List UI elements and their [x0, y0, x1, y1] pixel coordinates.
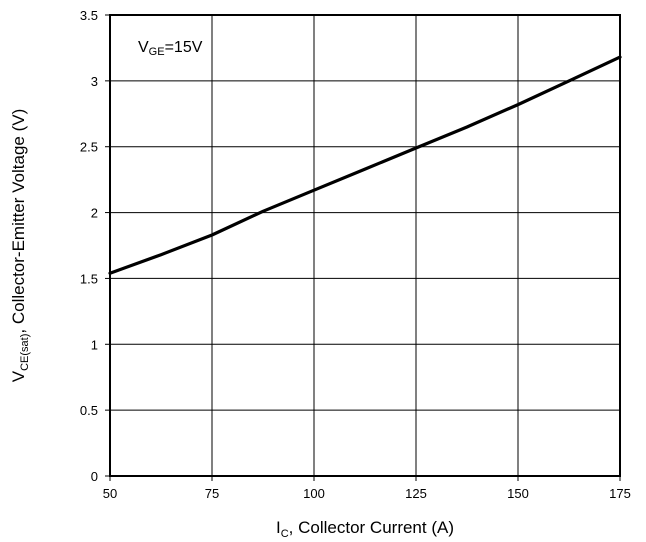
y-tick-label: 3: [91, 74, 98, 89]
plot-frame: [109, 14, 621, 477]
series: [108, 55, 622, 275]
y-tick-label: 0.5: [80, 403, 98, 418]
annotation-sub: GE: [149, 46, 165, 58]
y-tick-label: 0: [91, 469, 98, 484]
y-axis-title-main: V: [9, 370, 28, 382]
x-tick-label: 50: [103, 486, 117, 501]
annotation-main: V: [138, 39, 149, 56]
x-tick-label: 125: [405, 486, 427, 501]
annotation-rest: =15V: [165, 39, 203, 56]
series-line: [108, 55, 622, 275]
x-tick-labels: 50 75 100 125 150 175: [103, 486, 631, 501]
x-tick-label: 75: [205, 486, 219, 501]
x-axis-title-sub: C: [281, 528, 289, 540]
grid-lines: [110, 15, 620, 476]
y-axis-title: VCE(sat), Collector-Emitter Voltage (V): [9, 109, 31, 382]
y-tick-label: 1: [91, 337, 98, 352]
y-tick-label: 1.5: [80, 271, 98, 286]
y-tick-label: 2.5: [80, 140, 98, 155]
y-axis-title-sub: CE(sat): [19, 334, 31, 371]
x-tick-label: 100: [303, 486, 325, 501]
x-axis-title: IC, Collector Current (A): [276, 518, 454, 540]
x-tick-label: 175: [609, 486, 631, 501]
y-tick-label: 2: [91, 206, 98, 221]
y-tick-labels: 0 0.5 1 1.5 2 2.5 3 3.5: [80, 8, 98, 484]
y-axis-title-rest: , Collector-Emitter Voltage (V): [9, 109, 28, 334]
tick-marks: [105, 14, 621, 481]
x-tick-label: 150: [507, 486, 529, 501]
x-axis-title-rest: , Collector Current (A): [289, 518, 454, 537]
y-tick-label: 3.5: [80, 8, 98, 23]
annotation-vge: VGE=15V: [138, 39, 203, 58]
x-axis-title-main: I: [276, 518, 281, 537]
